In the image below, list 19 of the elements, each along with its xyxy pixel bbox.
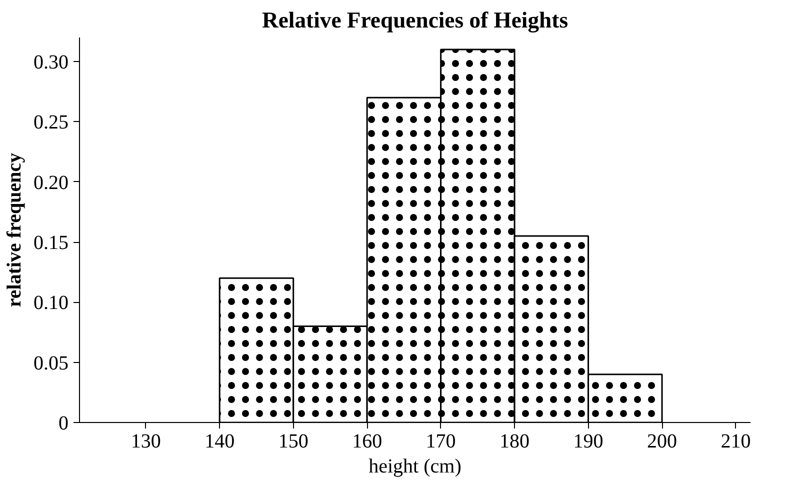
y-tick-label: 0.25 [34,112,68,134]
x-tick-label: 160 [352,430,382,452]
y-tick-label: 0.20 [34,172,68,194]
y-axis-title: relative frequency [4,152,26,308]
x-tick-label: 130 [130,430,161,452]
x-tick-label: 200 [647,430,678,452]
y-tick-label: 0.15 [34,232,68,254]
x-axis-title: height (cm) [368,456,462,478]
y-tick-label: 0.30 [34,52,68,74]
chart-title: Relative Frequencies of Heights [262,8,568,32]
x-tick-label: 180 [500,430,530,452]
x-tick-label: 150 [278,430,308,452]
x-tick-label: 190 [573,430,604,452]
y-tick-label: 0 [58,412,68,434]
x-tick-label: 140 [204,430,235,452]
x-tick-label: 210 [720,430,751,452]
y-tick-label: 0.10 [34,292,68,314]
y-tick-label: 0.05 [34,352,68,374]
x-tick-label: 170 [426,430,456,452]
